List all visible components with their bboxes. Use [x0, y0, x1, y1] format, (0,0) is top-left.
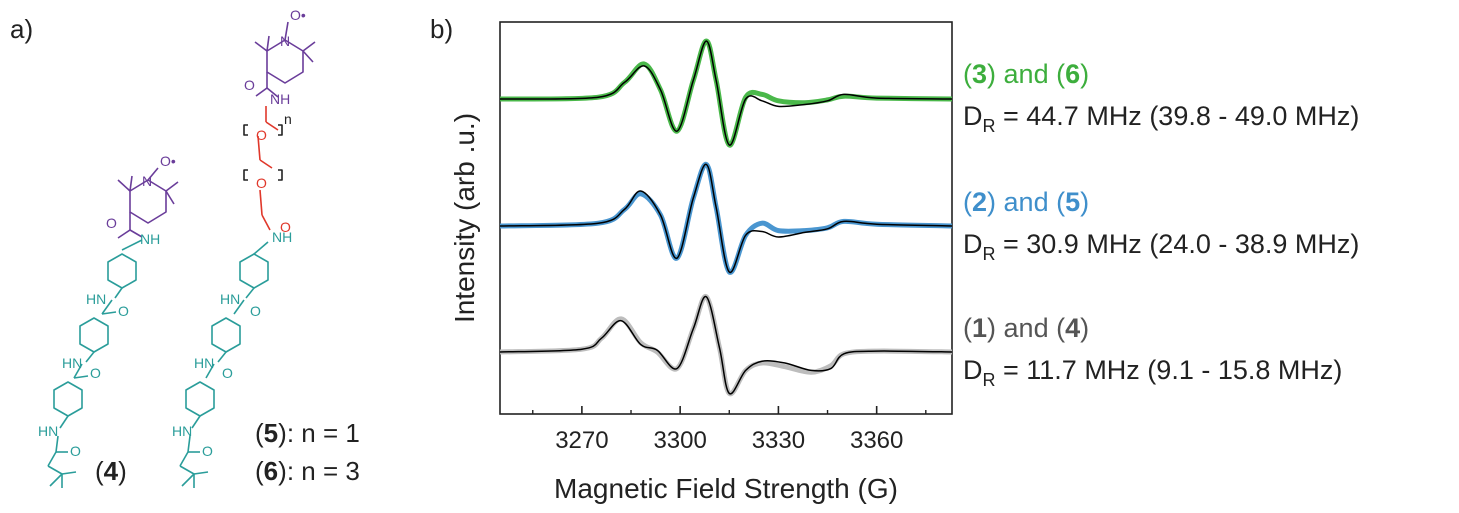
x-tick-label: 3270: [555, 427, 608, 454]
y-axis-label: Intensity (arb .u.): [449, 113, 480, 323]
x-axis-label: Magnetic Field Strength (G): [554, 473, 898, 504]
atom-label: HN: [194, 355, 214, 371]
dr-value-1-4: DR = 11.7 MHz (9.1 - 15.8 MHz): [963, 355, 1343, 390]
tempo-group-4: [117, 167, 179, 239]
experimental-trace-1-4: [499, 294, 953, 397]
atom-label: O: [90, 365, 101, 381]
plot-frame: [499, 21, 953, 415]
atom-label: HN: [38, 423, 58, 439]
atom-label: O: [256, 127, 267, 143]
tempo-group-5-6: [254, 21, 316, 98]
atom-label: N: [280, 33, 290, 49]
x-tick-label: 3300: [653, 427, 706, 454]
atom-label: O: [106, 215, 117, 231]
atom-label: HN: [86, 291, 106, 307]
fit-trace-2-5: [499, 163, 953, 273]
spectrum-traces: [499, 38, 953, 397]
atom-label: O: [202, 443, 213, 459]
chemical-structures: O• N O• N NH O O NH O HN O HN HN O NH O …: [38, 7, 360, 488]
fit-trace-1-4: [499, 296, 953, 395]
atom-label: NH: [272, 229, 292, 245]
x-axis-ticks: [532, 406, 927, 414]
atom-label: HN: [62, 355, 82, 371]
atom-label: NH: [270, 91, 290, 107]
molecule-4: [47, 167, 179, 488]
peg-linker: [257, 106, 279, 231]
atom-label: N: [142, 173, 152, 189]
atom-label: O: [256, 175, 267, 191]
panel-label-b: b): [430, 14, 454, 44]
atom-label: O: [244, 77, 255, 93]
experimental-trace-3-6: [499, 38, 953, 148]
dr-value-3-6: DR = 44.7 MHz (39.8 - 49.0 MHz): [963, 101, 1360, 136]
x-tick-labels: 3270 3300 3330 3360: [555, 427, 903, 454]
compound-label-6: (6): n = 3: [255, 456, 360, 486]
atom-label: O: [250, 303, 261, 319]
atom-label: O•: [290, 7, 306, 23]
repeat-index-n: n: [284, 111, 292, 127]
atom-label: O•: [160, 153, 176, 169]
compound-label-4: (4): [95, 456, 127, 486]
series-legend-2-5: (2) and (5): [963, 187, 1090, 217]
atom-label: HN: [172, 423, 192, 439]
molecule-5-6: [179, 21, 316, 488]
atom-label: O: [118, 303, 129, 319]
backbone-4: [47, 239, 143, 488]
dr-value-2-5: DR = 30.9 MHz (24.0 - 38.9 MHz): [963, 229, 1360, 264]
atom-label: O: [70, 443, 81, 459]
atom-label: HN: [220, 291, 240, 307]
panel-label-a: a): [10, 14, 34, 44]
repeat-brackets: [243, 124, 283, 181]
x-tick-label: 3330: [752, 427, 805, 454]
compound-label-5: (5): n = 1: [255, 418, 360, 448]
atom-label: NH: [140, 231, 160, 247]
backbone-5-6: [179, 241, 269, 488]
series-legend-1-4: (1) and (4): [963, 313, 1090, 343]
atom-label: O: [280, 219, 291, 235]
series-legend-3-6: (3) and (6): [963, 59, 1090, 89]
atom-label: O: [222, 365, 233, 381]
experimental-trace-2-5: [499, 161, 953, 275]
x-tick-label: 3360: [850, 427, 903, 454]
fit-trace-3-6: [499, 40, 953, 146]
